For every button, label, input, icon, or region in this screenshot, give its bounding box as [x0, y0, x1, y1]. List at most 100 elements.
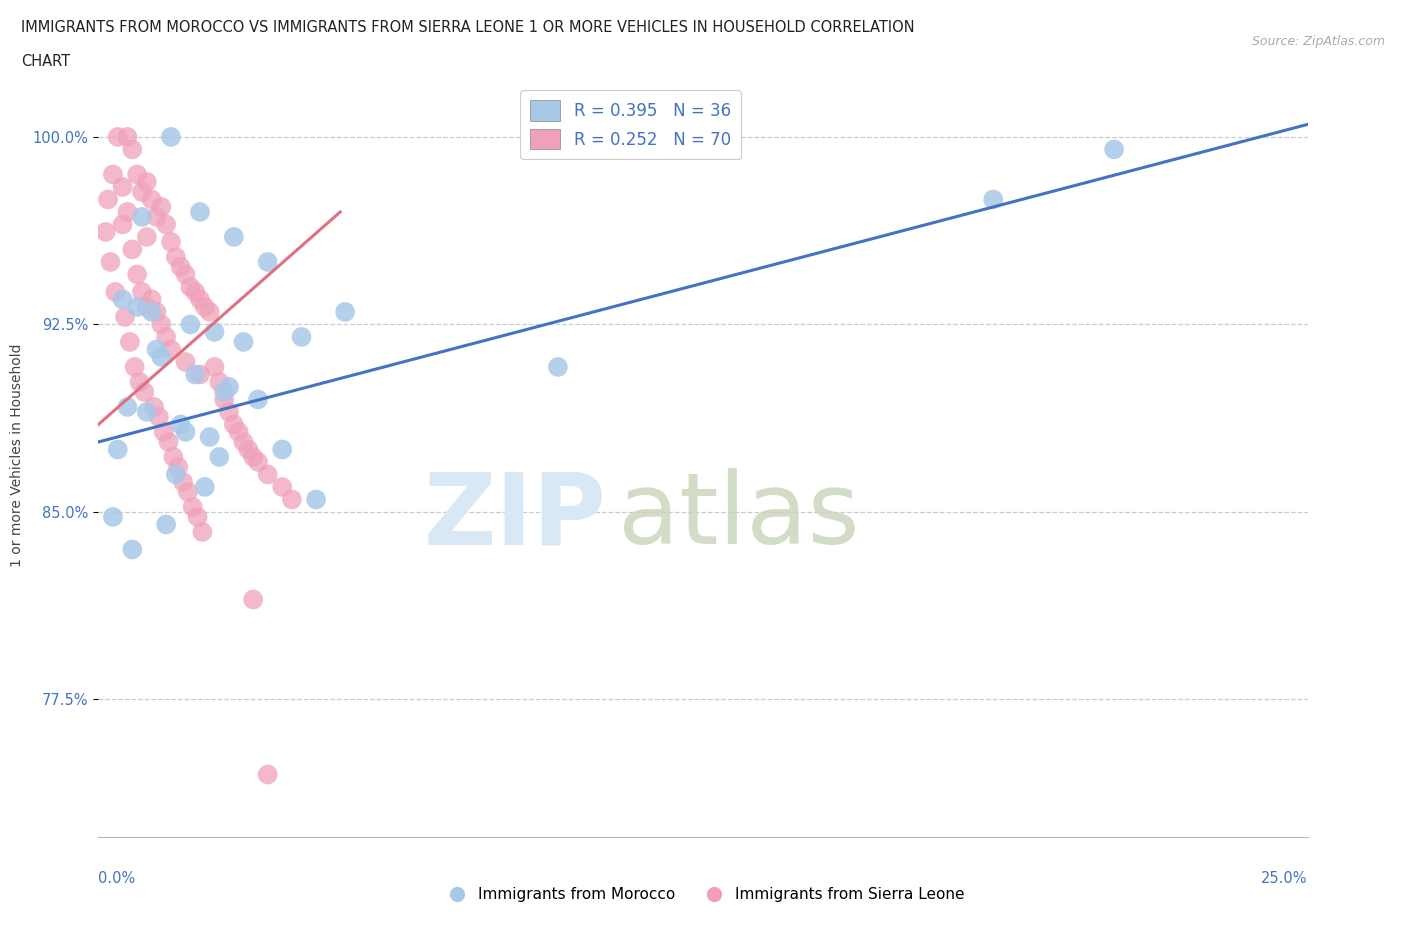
- Point: [114, 310, 136, 325]
- Legend: Immigrants from Morocco, Immigrants from Sierra Leone: Immigrants from Morocco, Immigrants from…: [436, 882, 970, 909]
- Point: [172, 474, 194, 489]
- Point: [174, 424, 197, 439]
- Point: [155, 517, 177, 532]
- Point: [169, 417, 191, 432]
- Legend: R = 0.395   N = 36, R = 0.252   N = 70: R = 0.395 N = 36, R = 0.252 N = 70: [520, 90, 741, 159]
- Point: [187, 510, 209, 525]
- Point: [194, 299, 217, 314]
- Point: [184, 367, 207, 382]
- Point: [1102, 142, 1125, 157]
- Point: [179, 317, 201, 332]
- Point: [97, 192, 120, 206]
- Point: [305, 492, 328, 507]
- Point: [135, 405, 157, 419]
- Point: [107, 442, 129, 457]
- Point: [222, 417, 245, 432]
- Point: [118, 335, 141, 350]
- Point: [232, 434, 254, 449]
- Point: [160, 234, 183, 249]
- Point: [218, 379, 240, 394]
- Point: [169, 259, 191, 274]
- Point: [127, 167, 149, 182]
- Point: [150, 199, 173, 214]
- Text: 25.0%: 25.0%: [1261, 871, 1308, 886]
- Point: [208, 375, 231, 390]
- Point: [131, 209, 153, 224]
- Point: [228, 424, 250, 439]
- Point: [117, 129, 139, 144]
- Point: [143, 400, 166, 415]
- Point: [256, 255, 278, 270]
- Point: [104, 285, 127, 299]
- Point: [148, 409, 170, 424]
- Point: [111, 217, 134, 232]
- Point: [981, 192, 1004, 206]
- Point: [124, 360, 146, 375]
- Point: [194, 480, 217, 495]
- Point: [238, 442, 260, 457]
- Point: [107, 129, 129, 144]
- Point: [174, 354, 197, 369]
- Point: [208, 449, 231, 464]
- Point: [94, 224, 117, 239]
- Point: [117, 400, 139, 415]
- Text: atlas: atlas: [619, 468, 860, 565]
- Point: [152, 424, 174, 439]
- Y-axis label: 1 or more Vehicles in Household: 1 or more Vehicles in Household: [10, 344, 24, 567]
- Point: [256, 767, 278, 782]
- Point: [188, 367, 211, 382]
- Point: [141, 192, 163, 206]
- Point: [177, 485, 200, 499]
- Point: [121, 242, 143, 257]
- Point: [271, 442, 294, 457]
- Point: [111, 179, 134, 194]
- Point: [247, 455, 270, 470]
- Point: [256, 467, 278, 482]
- Point: [174, 267, 197, 282]
- Text: CHART: CHART: [21, 54, 70, 69]
- Point: [145, 304, 167, 319]
- Text: IMMIGRANTS FROM MOROCCO VS IMMIGRANTS FROM SIERRA LEONE 1 OR MORE VEHICLES IN HO: IMMIGRANTS FROM MOROCCO VS IMMIGRANTS FR…: [21, 20, 915, 35]
- Point: [127, 267, 149, 282]
- Point: [117, 205, 139, 219]
- Point: [131, 184, 153, 199]
- Text: 0.0%: 0.0%: [98, 871, 135, 886]
- Point: [160, 129, 183, 144]
- Point: [121, 142, 143, 157]
- Point: [247, 392, 270, 407]
- Point: [242, 592, 264, 607]
- Point: [128, 375, 150, 390]
- Point: [127, 299, 149, 314]
- Point: [547, 360, 569, 375]
- Point: [155, 329, 177, 344]
- Point: [135, 175, 157, 190]
- Point: [232, 335, 254, 350]
- Point: [204, 360, 226, 375]
- Point: [333, 304, 356, 319]
- Point: [155, 217, 177, 232]
- Point: [150, 317, 173, 332]
- Point: [188, 292, 211, 307]
- Point: [135, 299, 157, 314]
- Point: [184, 285, 207, 299]
- Point: [212, 384, 235, 399]
- Point: [121, 542, 143, 557]
- Point: [100, 255, 122, 270]
- Point: [242, 449, 264, 464]
- Point: [134, 384, 156, 399]
- Point: [290, 329, 312, 344]
- Point: [145, 209, 167, 224]
- Point: [101, 510, 124, 525]
- Point: [198, 430, 221, 445]
- Point: [198, 304, 221, 319]
- Text: ZIP: ZIP: [423, 468, 606, 565]
- Point: [135, 230, 157, 245]
- Point: [157, 434, 180, 449]
- Point: [167, 459, 190, 474]
- Point: [145, 342, 167, 357]
- Point: [179, 280, 201, 295]
- Point: [281, 492, 304, 507]
- Text: Source: ZipAtlas.com: Source: ZipAtlas.com: [1251, 35, 1385, 48]
- Point: [181, 499, 204, 514]
- Point: [222, 230, 245, 245]
